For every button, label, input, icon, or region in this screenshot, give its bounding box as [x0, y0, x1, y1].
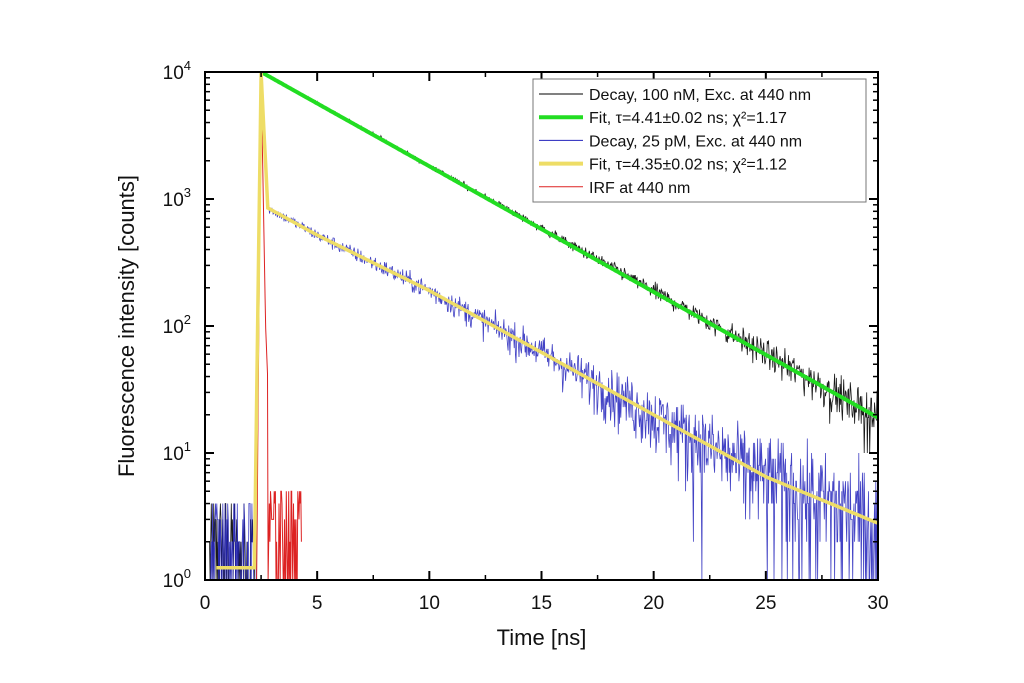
y-tick-label: 101 — [163, 439, 191, 465]
series-line-4 — [256, 97, 302, 580]
x-axis-label: Time [ns] — [497, 625, 587, 650]
legend-box — [532, 78, 867, 203]
legend-entry: Decay, 100 nM, Exc. at 440 nm — [589, 87, 811, 104]
x-tick-label: 15 — [531, 593, 552, 614]
legend-entry: Fit, τ=4.35±0.02 ns; χ²=1.12 — [589, 157, 787, 174]
legend-entry: IRF at 440 nm — [589, 180, 690, 197]
y-tick-label: 103 — [163, 185, 191, 211]
y-axis-label: Fluorescence intensity [counts] — [114, 175, 139, 477]
x-tick-label: 10 — [419, 593, 440, 614]
x-tick-label: 5 — [312, 593, 323, 614]
legend: Decay, 100 nM, Exc. at 440 nm Fit, τ=4.41… — [532, 78, 867, 203]
legend-entry: Fit, τ=4.41±0.02 ns; χ²=1.17 — [589, 110, 787, 127]
ticks-layer: 0 5 10 15 20 25 30 100 101 102 103 104 — [163, 58, 889, 614]
legend-entry: Decay, 25 pM, Exc. at 440 nm — [589, 133, 802, 150]
series-layer — [209, 72, 878, 580]
series-line-3 — [216, 73, 878, 570]
y-tick-label: 100 — [163, 566, 191, 592]
x-tick-label: 30 — [867, 593, 888, 614]
x-tick-label: 25 — [755, 593, 776, 614]
y-tick-label: 104 — [163, 58, 191, 84]
x-tick-label: 0 — [200, 593, 211, 614]
y-tick-label: 102 — [163, 312, 191, 338]
x-tick-label: 20 — [643, 593, 664, 614]
series-line-1 — [260, 72, 878, 420]
